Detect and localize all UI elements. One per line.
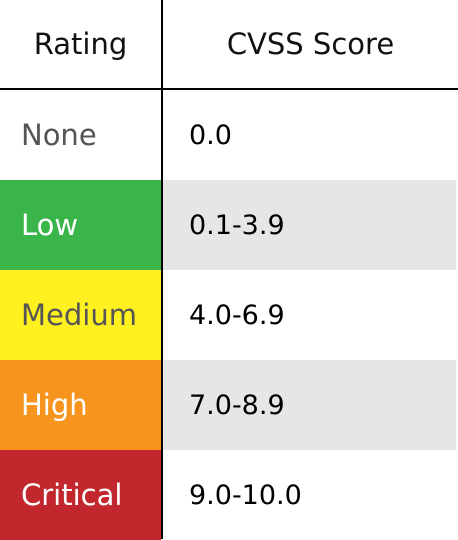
score-cell: 4.0-6.9 <box>163 270 456 360</box>
table-row-medium: Medium 4.0-6.9 <box>0 270 458 360</box>
rating-cell: Low <box>0 180 161 270</box>
rating-cell: Medium <box>0 270 161 360</box>
column-divider <box>161 0 163 539</box>
score-cell: 0.1-3.9 <box>163 180 456 270</box>
table-row-none: None 0.0 <box>0 90 458 180</box>
table-row-critical: Critical 9.0-10.0 <box>0 450 458 540</box>
rating-cell: Critical <box>0 450 161 540</box>
score-cell: 7.0-8.9 <box>163 360 456 450</box>
rating-column-header: Rating <box>33 27 128 61</box>
header-divider <box>0 88 458 90</box>
rating-cell: None <box>0 90 161 180</box>
score-cell: 0.0 <box>163 90 456 180</box>
score-cell: 9.0-10.0 <box>163 450 456 540</box>
rating-cell: High <box>0 360 161 450</box>
table-row-low: Low 0.1-3.9 <box>0 180 458 270</box>
table-row-high: High 7.0-8.9 <box>0 360 458 450</box>
cvss-score-column-header: CVSS Score <box>226 27 395 61</box>
